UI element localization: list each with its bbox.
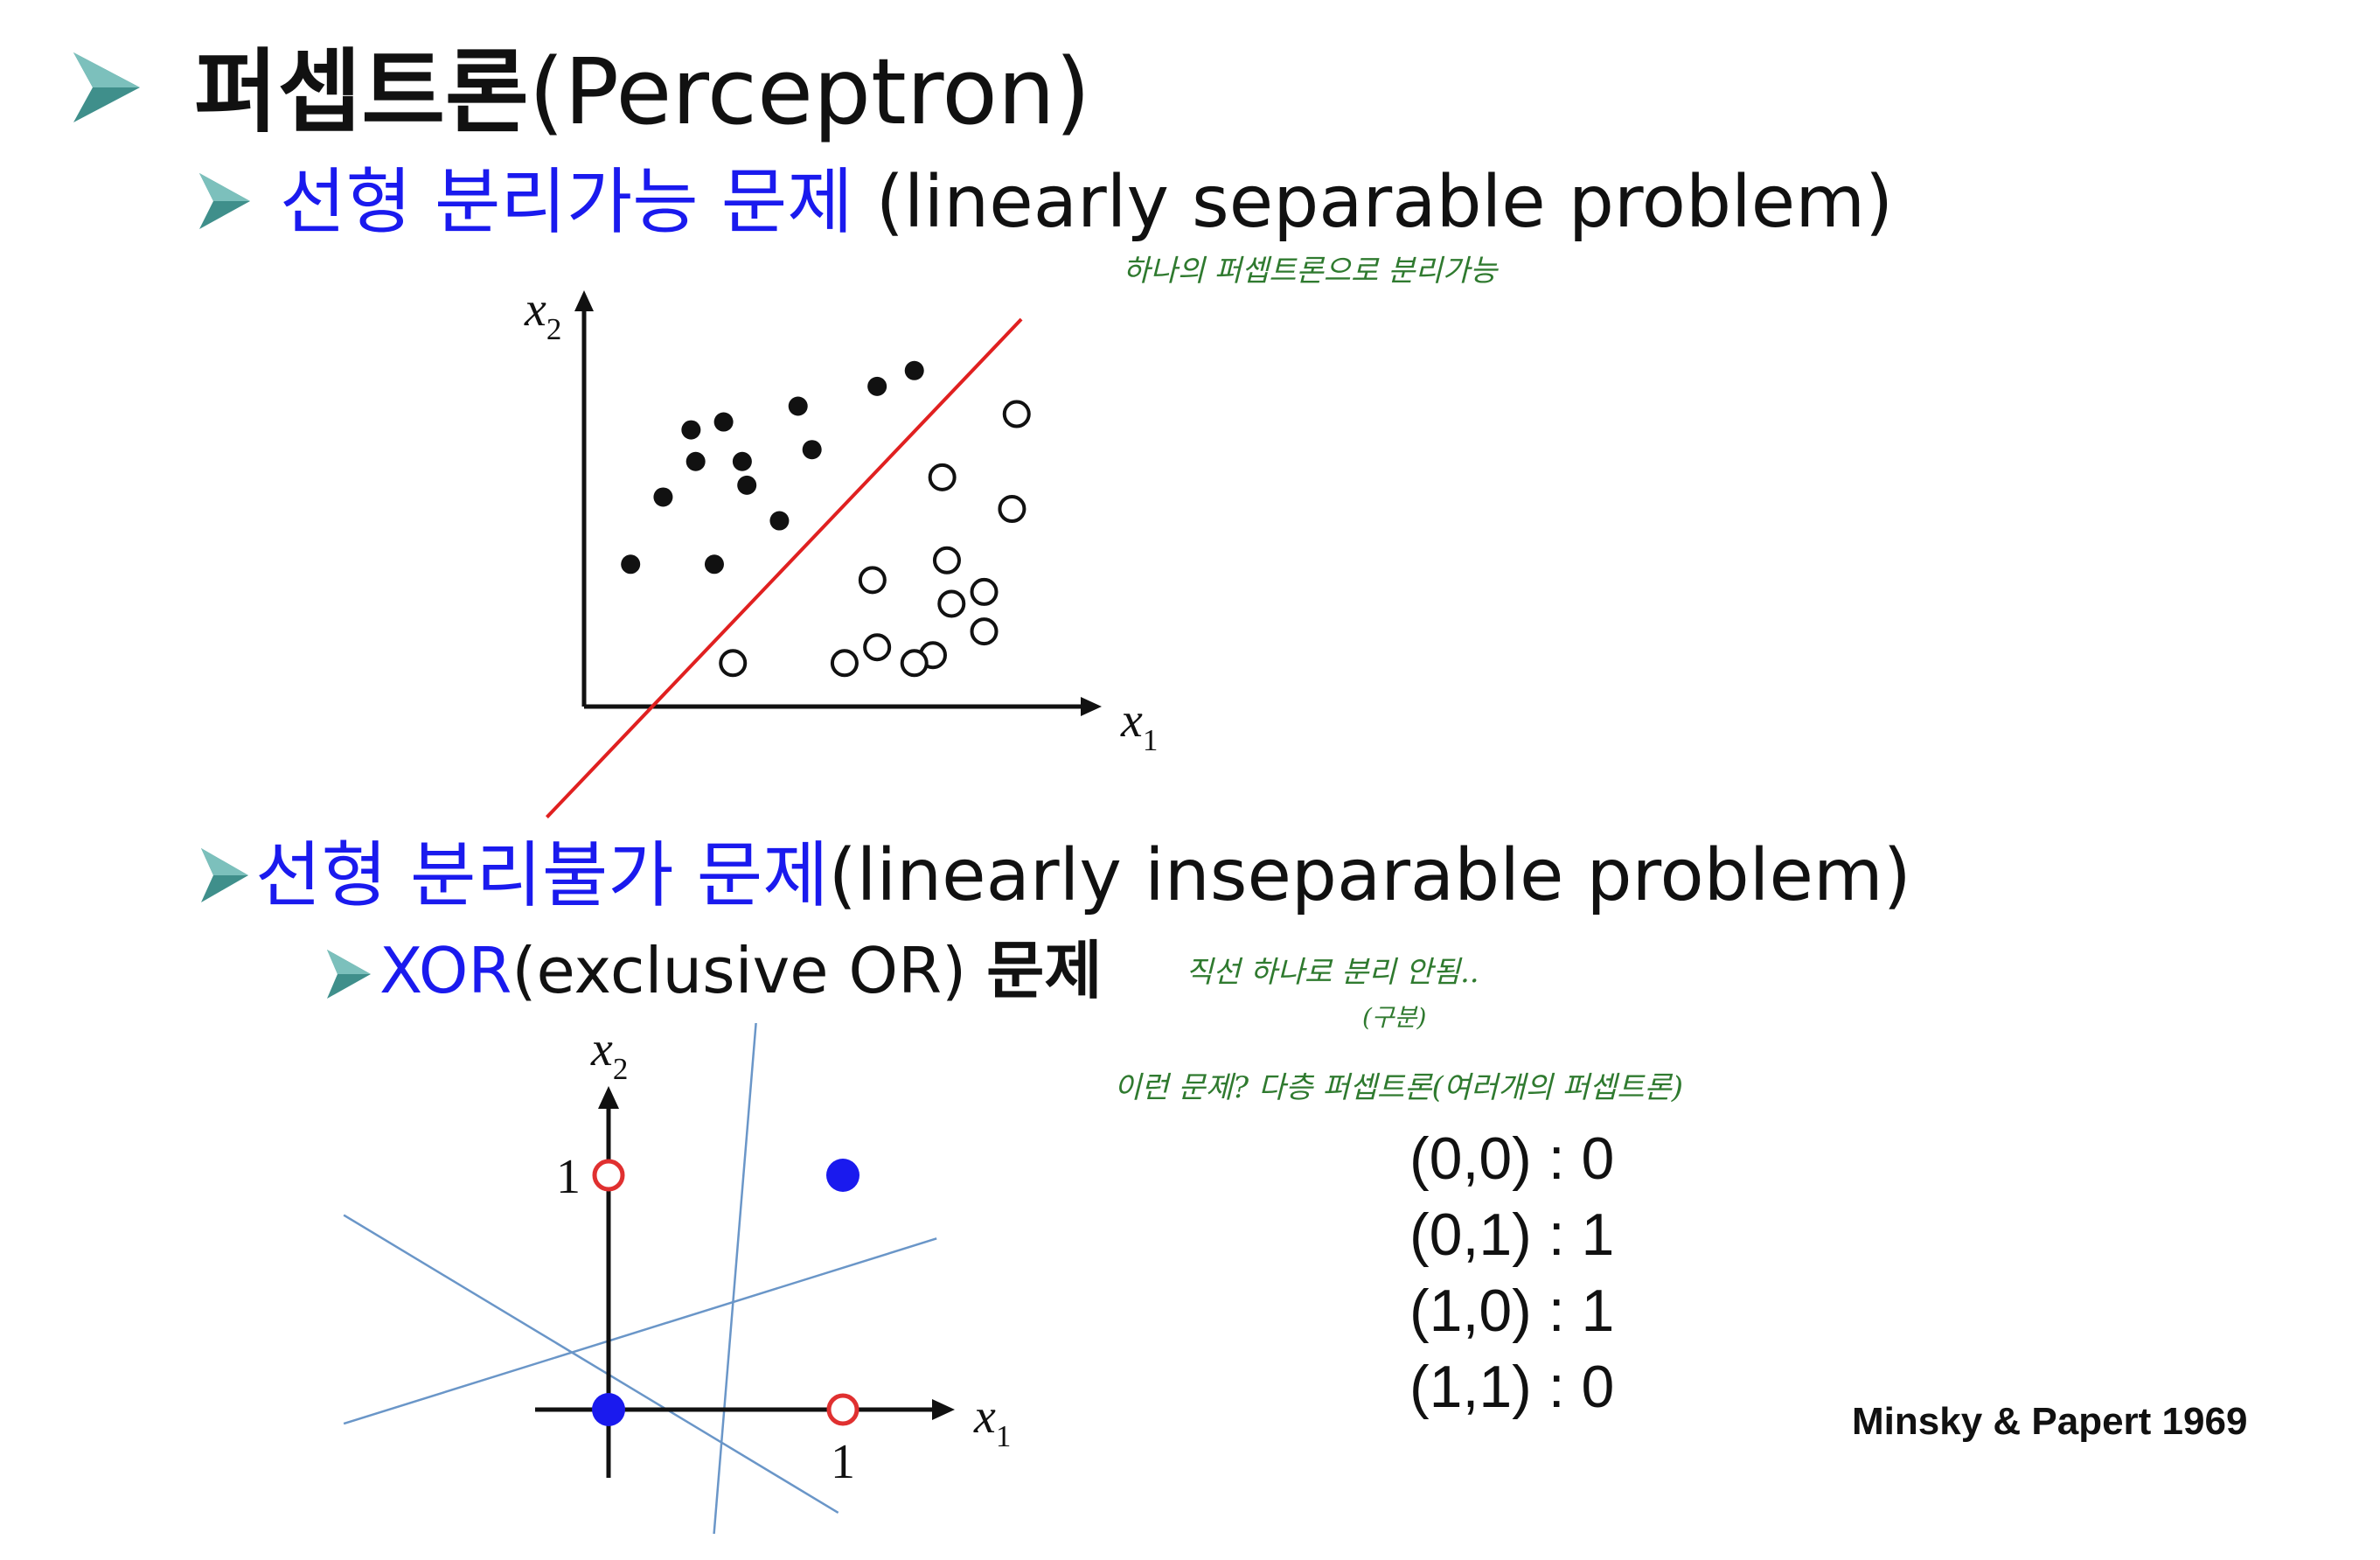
x2-axis-label: x2 xyxy=(524,282,561,346)
xor-divider-line xyxy=(713,1023,757,1535)
filled-point xyxy=(653,487,673,507)
citation: Minsky & Papert 1969 xyxy=(1852,1400,2248,1443)
xor-divider-line xyxy=(343,1237,937,1425)
filled-point xyxy=(685,451,706,471)
x1-axis-arrowhead-icon xyxy=(932,1399,955,1420)
title-english: (Perceptron) xyxy=(528,38,1091,145)
filled-point xyxy=(769,511,790,531)
xor-truth-table: (0,0) : 0 (0,1) : 1 (1,0) : 1 (1,1) : 0 xyxy=(1409,1121,1614,1425)
inseparable-heading-korean: 선형 분리불가 문제 xyxy=(255,834,829,917)
bullet-arrow-icon xyxy=(199,173,250,229)
open-point xyxy=(928,463,957,491)
xor-line-subnote: (구분) xyxy=(1362,1003,1427,1032)
open-point xyxy=(858,566,887,595)
y-tick-label: 1 xyxy=(556,1150,581,1204)
xor-heading: XOR(exclusive OR) 문제 xyxy=(379,929,1103,1013)
xor-open-point xyxy=(826,1393,859,1426)
slide-title: 퍼셉트론(Perceptron) xyxy=(194,35,1090,149)
xor-chart: x2 x1 1 1 xyxy=(343,1023,1011,1535)
filled-point xyxy=(704,554,724,575)
title-korean: 퍼셉트론 xyxy=(194,38,529,145)
separator-line xyxy=(545,317,1023,818)
separable-heading: 선형 분리가능 문제 (linearly separable problem) xyxy=(280,156,1893,250)
truth-row: (1,0) : 1 xyxy=(1409,1278,1615,1344)
open-point xyxy=(900,649,929,678)
open-point xyxy=(937,589,966,618)
x2-axis-arrowhead-icon xyxy=(574,290,594,311)
xor-open-point xyxy=(592,1159,625,1192)
filled-point xyxy=(737,475,757,495)
xor-line-note: 직선 하나로 분리 안됨.. xyxy=(1186,955,1479,990)
xor-heading-xor: XOR xyxy=(379,934,512,1007)
truth-row: (0,1) : 1 xyxy=(1409,1201,1615,1268)
separable-heading-korean: 선형 분리가능 문제 xyxy=(280,161,853,244)
x1-axis-label: x1 xyxy=(1120,693,1158,757)
filled-point xyxy=(788,396,808,416)
xor-divider-line xyxy=(343,1214,839,1514)
separable-heading-english: (linearly separable problem) xyxy=(852,161,1894,244)
xor-heading-korean: 문제 xyxy=(986,934,1103,1007)
filled-point xyxy=(713,412,734,432)
filled-point xyxy=(621,554,641,575)
open-point xyxy=(719,649,748,678)
filled-point xyxy=(732,451,752,471)
xor-filled-point xyxy=(592,1393,625,1426)
open-point xyxy=(970,617,999,646)
filled-point xyxy=(867,376,887,396)
x-tick-label: 1 xyxy=(831,1435,855,1489)
filled-point xyxy=(904,360,924,380)
xor-filled-point xyxy=(826,1159,859,1192)
xor-heading-paren: (exclusive OR) xyxy=(511,934,987,1007)
open-point xyxy=(998,495,1026,523)
multi-layer-note: 이런 문제? 다층 퍼셉트론(여러개의 퍼셉트론) xyxy=(1114,1070,1684,1105)
bullet-arrow-icon xyxy=(73,52,140,122)
bullet-arrow-icon xyxy=(327,950,371,999)
bullet-arrow-icon xyxy=(201,848,248,902)
open-point xyxy=(970,577,999,606)
open-point xyxy=(1002,400,1031,428)
open-point xyxy=(932,546,961,575)
x2-axis-arrowhead-icon xyxy=(598,1086,619,1109)
filled-point xyxy=(681,420,701,440)
open-point xyxy=(830,649,859,678)
x1-axis-label: x1 xyxy=(973,1389,1011,1453)
filled-point xyxy=(802,440,822,460)
x2-axis-label: x2 xyxy=(590,1023,628,1086)
truth-row: (1,1) : 0 xyxy=(1409,1354,1615,1420)
x1-axis-arrowhead-icon xyxy=(1081,697,1102,716)
separable-note: 하나의 퍼셉트론으로 분리가능 xyxy=(1123,254,1498,289)
truth-row: (0,0) : 0 xyxy=(1409,1125,1615,1192)
open-point xyxy=(863,633,892,662)
separable-scatter-chart: x2 x1 xyxy=(524,282,1158,818)
inseparable-heading-english: (linearly inseparable problem) xyxy=(828,834,1911,917)
inseparable-heading: 선형 분리불가 문제(linearly inseparable problem) xyxy=(255,829,1911,923)
